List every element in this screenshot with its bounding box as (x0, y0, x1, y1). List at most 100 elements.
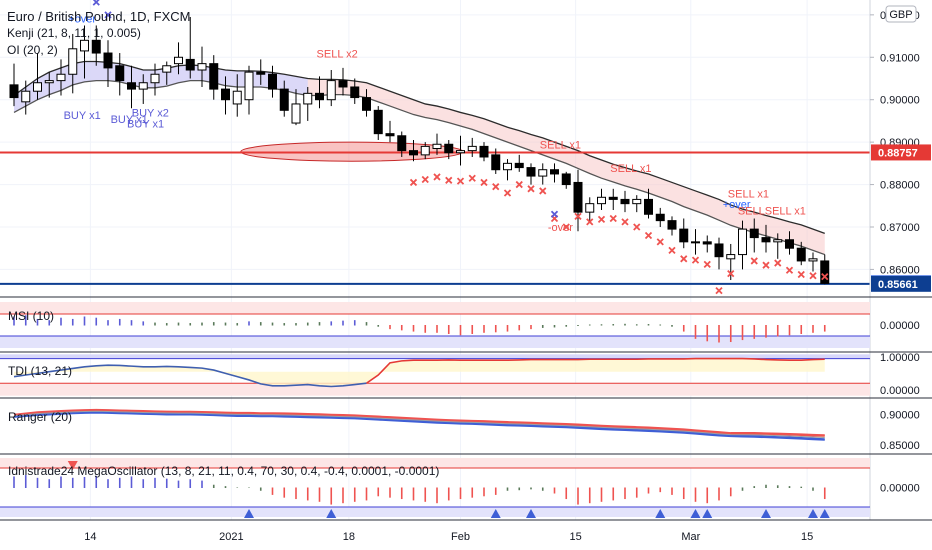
candle (80, 25, 89, 79)
currency-badge-box (885, 5, 917, 23)
sell-cross (597, 215, 606, 223)
candle-body-bear (761, 237, 771, 243)
signal-label: SELL x1 (610, 163, 651, 175)
candle-body-bear (338, 80, 348, 88)
candle (397, 131, 407, 157)
candle-body-bear (385, 133, 395, 137)
time-axis-label: Mar (681, 531, 700, 543)
candle (655, 207, 665, 227)
candle (526, 163, 536, 185)
signal-label: BUY x1 (127, 118, 164, 130)
candle-body-bear (749, 228, 759, 239)
candle-body-bear (702, 241, 712, 245)
candle (467, 137, 477, 157)
sell-cross (680, 255, 688, 263)
candle-body-bear (315, 92, 324, 101)
tdi-axis-label: 0.00000 (880, 385, 920, 397)
time-axis-label: Feb (451, 531, 470, 543)
candle (808, 252, 818, 272)
candle (679, 218, 689, 249)
candle (350, 78, 360, 104)
sell-cross (515, 180, 523, 189)
candle-body-bear (561, 173, 571, 186)
sell-cross (539, 187, 547, 195)
candle (550, 163, 559, 183)
buy-cross (104, 11, 112, 19)
candle (150, 63, 160, 96)
price-axis-label: 0.87000 (880, 222, 920, 234)
mega-buy-triangle (490, 509, 501, 518)
candle (326, 70, 336, 107)
candle-body-bear (268, 73, 277, 90)
mega-buy-triangle (690, 509, 701, 518)
candle-body-bear (444, 143, 454, 154)
candle (209, 55, 219, 100)
candle-body-bear (397, 135, 407, 152)
signal-label: SELL x1 (540, 140, 581, 152)
candle-body-bear (479, 145, 489, 158)
sell-cross (703, 260, 711, 268)
candle-body-bull (691, 241, 700, 244)
candle (221, 76, 230, 115)
candle (644, 188, 653, 219)
ranger-lower-line-0 (13, 412, 825, 441)
kenji-lower-line (13, 79, 825, 256)
mega-buy-triangle (526, 509, 536, 518)
candle-body-bull (197, 63, 207, 71)
candle-body-bear (655, 213, 665, 222)
candle (244, 65, 254, 115)
candle (185, 16, 195, 79)
sell-cross (750, 257, 758, 265)
candle-body-bear (796, 247, 806, 262)
candle-body-bull (68, 48, 78, 75)
candle (620, 190, 630, 213)
kenji-upper-line (13, 60, 825, 234)
price-axis-label: 0.88000 (880, 180, 920, 192)
candle-body-bull (456, 150, 465, 154)
candle-body-bear (667, 220, 677, 230)
mega-buy-triangle (808, 509, 818, 518)
sell-cross (503, 189, 512, 197)
msi-axis-label: 0.00000 (880, 320, 920, 332)
tdi-lower-zone (0, 383, 870, 396)
sell-cross (633, 223, 641, 231)
time-axis-label: 18 (343, 531, 355, 543)
candle (21, 80, 31, 115)
price-label-2: 0.85661 (871, 275, 931, 292)
candle-body-bull (773, 239, 783, 243)
mega-lower-zone (0, 507, 870, 517)
candle (256, 59, 266, 85)
mega-sell-triangle (67, 461, 78, 470)
sell-cross (797, 270, 805, 279)
sell-cross (421, 175, 429, 184)
mega-axis-label: 0.00000 (880, 483, 920, 495)
sell-cross (621, 218, 629, 226)
candle (761, 224, 771, 253)
candle (585, 197, 595, 221)
sell-cross (656, 238, 664, 246)
signal-label: +over (68, 13, 96, 25)
candle-body-bear (550, 169, 559, 175)
tdi-line-bull (13, 364, 367, 388)
candle (702, 235, 712, 253)
candle-body-bear (362, 97, 371, 111)
sell-cross (586, 218, 594, 226)
candle (91, 25, 101, 66)
candle-body-bull (138, 82, 148, 90)
tdi-upper-zone (0, 354, 870, 359)
candle-body-bull (420, 145, 430, 156)
msi-lower-zone (0, 336, 870, 348)
candle (33, 53, 42, 100)
price-label-box (871, 144, 931, 161)
candles (9, 16, 830, 285)
price-label-text: 0.88757 (878, 147, 918, 159)
candle-body-bull (503, 162, 512, 171)
candle-body-bear (373, 109, 383, 135)
candle (538, 163, 548, 185)
candle (714, 237, 724, 270)
signal-label: SELL x1 (728, 188, 769, 200)
ranger-mid-line (13, 410, 825, 438)
candle (362, 89, 371, 117)
mega-upper-zone (0, 458, 870, 468)
